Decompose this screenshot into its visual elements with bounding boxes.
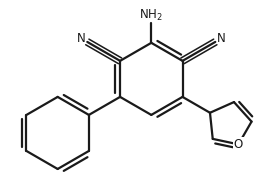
Text: NH$_2$: NH$_2$ [139, 7, 163, 23]
Text: N: N [217, 32, 225, 45]
Text: N: N [77, 32, 86, 45]
Text: O: O [234, 138, 243, 151]
